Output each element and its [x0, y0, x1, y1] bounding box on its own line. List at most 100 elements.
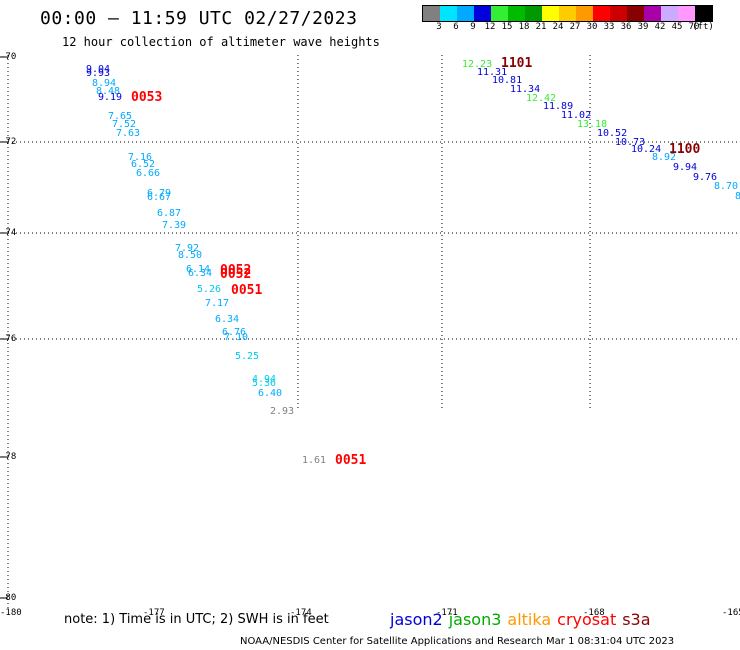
wave-height-label: 11.02 — [561, 110, 592, 121]
wave-height-label: 13.18 — [577, 119, 608, 130]
lon-label: -165 — [722, 608, 740, 618]
lat-label: -70 — [0, 52, 17, 62]
wave-height-label: 5.36 — [252, 378, 277, 389]
wave-height-label: 6.14 — [186, 264, 211, 275]
wave-height-label: 12.42 — [526, 93, 557, 104]
lon-label: -177 — [143, 608, 165, 618]
color-scale-label: 12 — [484, 22, 496, 32]
pass-time-label: 0051 — [335, 453, 367, 468]
color-scale-label: 6 — [453, 22, 459, 32]
color-scale-label: 3 — [436, 22, 442, 32]
legend-item: cryosat — [557, 610, 617, 629]
wave-height-label: 7.16 — [128, 152, 153, 163]
wave-height-label: 10.73 — [615, 137, 646, 148]
wave-height-label: 6.79 — [147, 188, 172, 199]
wave-height-label: 9.76 — [693, 172, 718, 183]
lon-label: -168 — [583, 608, 605, 618]
color-scale-label: 27 — [569, 22, 581, 32]
wave-height-label: 5.25 — [235, 351, 260, 362]
wave-height-label: 7.63 — [116, 128, 141, 139]
color-scale-label: 9 — [470, 22, 476, 32]
wave-height-label: 7.10 — [224, 332, 249, 343]
wave-height-label: 7.17 — [205, 298, 230, 309]
color-scale-label: 30 — [586, 22, 598, 32]
wave-height-label: 11.34 — [510, 84, 541, 95]
color-swatch — [525, 6, 542, 21]
color-scale-label: 45 — [671, 22, 683, 32]
wave-height-label: 6.34 — [188, 268, 213, 279]
color-swatch — [457, 6, 474, 21]
legend-item: s3a — [622, 610, 651, 629]
color-swatch — [644, 6, 661, 21]
color-scale-label: 15 — [501, 22, 513, 32]
pass-time-label: 1101 — [501, 56, 533, 71]
pass-time-label: 0052 — [220, 267, 252, 282]
wave-height-label: 9.93 — [86, 68, 111, 79]
wave-height-label: 8.70 — [714, 181, 739, 192]
color-swatch — [423, 6, 440, 21]
color-swatch — [491, 6, 508, 21]
wave-height-label: 8.50 — [178, 250, 203, 261]
color-scale-label: 36 — [620, 22, 632, 32]
wave-height-label: 2.93 — [270, 406, 295, 417]
lat-label: -72 — [0, 137, 17, 147]
color-swatch — [576, 6, 593, 21]
wave-height-label: 7.65 — [108, 111, 133, 122]
wave-height-label: 6.40 — [258, 388, 283, 399]
wave-height-label: 4.94 — [252, 374, 277, 385]
wave-height-label: 6.76 — [222, 327, 247, 338]
lat-label: -76 — [0, 334, 17, 344]
wave-height-label: 1.61 — [302, 455, 327, 466]
color-swatch — [542, 6, 559, 21]
wave-height-label: 7.52 — [112, 119, 137, 130]
color-scale-label: (ft) — [692, 22, 714, 32]
wave-height-label: 10.52 — [597, 128, 628, 139]
pass-time-label: 1100 — [669, 142, 701, 157]
pass-time-label: 0051 — [231, 283, 263, 298]
lat-label: -80 — [0, 593, 17, 603]
satellite-legend: jason2 jason3 altika cryosat s3a — [390, 610, 657, 629]
wave-height-label: 7.39 — [162, 220, 187, 231]
wave-height-label: 6.52 — [131, 159, 156, 170]
wave-height-label: 10.24 — [631, 144, 662, 155]
pass-time-label: 0053 — [131, 90, 163, 105]
color-swatch — [610, 6, 627, 21]
lat-label: -78 — [0, 452, 17, 462]
wave-height-label: 5.26 — [197, 284, 222, 295]
color-scale-label: 70 — [688, 22, 700, 32]
lat-label: -74 — [0, 228, 17, 238]
color-scale-label: 33 — [603, 22, 615, 32]
legend-item: jason3 — [448, 610, 502, 629]
wave-height-label: 9.94 — [673, 162, 698, 173]
wave-height-label: 6.87 — [157, 208, 182, 219]
color-swatch — [440, 6, 457, 21]
page-title: 00:00 — 11:59 UTC 02/27/2023 — [40, 8, 358, 29]
color-swatch — [695, 6, 712, 21]
color-swatch — [661, 6, 678, 21]
wave-height-label: 8 — [735, 191, 740, 202]
pass-time-label: 0052 — [220, 263, 252, 278]
wave-height-label: 12.23 — [462, 59, 493, 70]
wave-height-label: 11.31 — [477, 67, 508, 78]
footer-credit: NOAA/NESDIS Center for Satellite Applica… — [240, 636, 675, 647]
wave-height-label: 10.81 — [492, 75, 523, 86]
lat-label: -180 — [0, 608, 22, 618]
color-scale-bar — [422, 5, 713, 22]
wave-height-label: 8.92 — [652, 152, 677, 163]
legend-item: altika — [507, 610, 552, 629]
color-swatch — [508, 6, 525, 21]
page-subtitle: 12 hour collection of altimeter wave hei… — [62, 35, 380, 49]
color-scale-label: 39 — [637, 22, 649, 32]
color-swatch — [559, 6, 576, 21]
wave-height-label: 6.34 — [215, 314, 240, 325]
color-scale-label: 42 — [654, 22, 666, 32]
wave-height-label: 8.94 — [92, 78, 117, 89]
note-text: note: 1) Time is in UTC; 2) SWH is in fe… — [64, 612, 329, 627]
color-swatch — [627, 6, 644, 21]
wave-height-label: 9.04 — [86, 64, 111, 75]
color-scale-label: 18 — [518, 22, 530, 32]
color-scale-label: 21 — [535, 22, 547, 32]
legend-item: jason2 — [390, 610, 443, 629]
wave-height-label: 7.92 — [175, 243, 200, 254]
